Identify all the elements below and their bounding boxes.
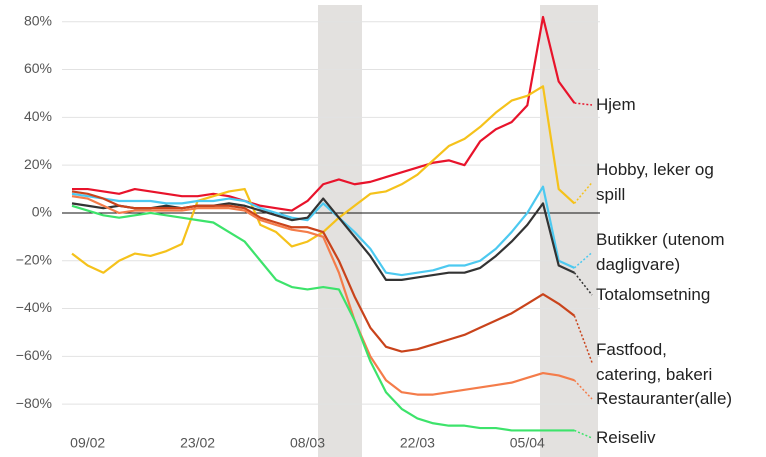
leader-line	[573, 272, 593, 296]
y-tick-label: −60%	[16, 347, 52, 363]
series-label: Reiseliv	[596, 428, 656, 447]
y-tick-label: 80%	[24, 12, 52, 28]
series-label: Totalomsetning	[596, 285, 711, 304]
leader-line	[573, 182, 593, 204]
y-tick-label: 40%	[24, 108, 52, 124]
series-label: Restauranter(alle)	[596, 389, 733, 408]
series-label: Hobby, leker og spill	[596, 160, 714, 204]
series-line	[71, 204, 575, 432]
series-line	[71, 190, 576, 353]
x-tick-label: 08/03	[290, 435, 325, 451]
shaded-period	[540, 5, 598, 457]
leader-line	[573, 315, 593, 363]
x-tick-label: 23/02	[180, 435, 215, 451]
leader-line	[574, 102, 593, 106]
y-tick-label: −20%	[16, 251, 52, 267]
series-label: Hjem	[596, 95, 636, 114]
x-tick-label: 05/04	[510, 435, 545, 451]
series-label: Butikker (utenom dagligvare)	[596, 230, 725, 274]
series-line	[72, 15, 576, 212]
y-tick-label: −80%	[16, 395, 52, 411]
x-tick-label: 22/03	[400, 435, 435, 451]
y-tick-label: −40%	[16, 299, 52, 315]
series-line	[71, 185, 575, 277]
y-tick-label: 20%	[24, 156, 52, 172]
y-tick-label: 60%	[24, 60, 52, 76]
leader-line	[573, 379, 593, 400]
leader-line	[574, 429, 593, 439]
x-tick-label: 09/02	[70, 435, 105, 451]
series-label: Fastfood, catering, bakeri	[596, 340, 713, 384]
y-tick-label: 0%	[32, 204, 52, 220]
series-line	[71, 195, 575, 396]
